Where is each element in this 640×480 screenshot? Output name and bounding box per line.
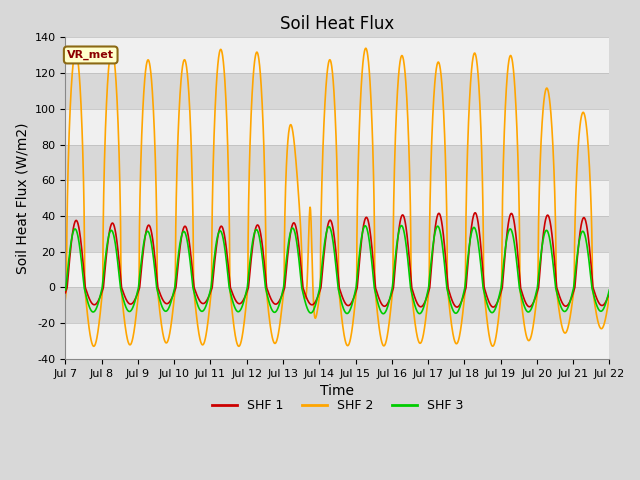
SHF 1 <box>573 260 580 266</box>
Legend: SHF 1, SHF 2, SHF 3: SHF 1, SHF 2, SHF 3 <box>207 394 468 417</box>
SHF 2 <box>353 215 361 221</box>
Text: VR_met: VR_met <box>67 50 114 60</box>
X-axis label: Time: Time <box>321 384 355 398</box>
Bar <box>65 180 609 216</box>
SHF 3 <box>380 311 387 317</box>
SHF 1 <box>365 220 372 226</box>
SHF 3 <box>496 290 504 296</box>
SHF 3 <box>213 236 221 241</box>
Bar <box>65 252 609 288</box>
SHF 2 <box>214 68 221 73</box>
SHF 1 <box>471 210 479 216</box>
SHF 2 <box>496 304 504 310</box>
Title: Soil Heat Flux: Soil Heat Flux <box>280 15 394 33</box>
SHF 1 <box>353 286 361 291</box>
Y-axis label: Soil Heat Flux (W/m2): Soil Heat Flux (W/m2) <box>15 122 29 274</box>
SHF 1 <box>558 299 566 305</box>
SHF 2 <box>573 167 580 172</box>
SHF 2 <box>90 343 98 349</box>
SHF 1 <box>61 290 69 296</box>
SHF 3 <box>365 234 372 240</box>
Line: SHF 3: SHF 3 <box>65 226 609 314</box>
SHF 1 <box>496 293 504 299</box>
Bar <box>65 37 609 73</box>
SHF 1 <box>605 290 613 296</box>
SHF 2 <box>365 68 373 74</box>
SHF 1 <box>213 239 221 244</box>
SHF 2 <box>362 46 369 51</box>
SHF 3 <box>397 223 405 228</box>
SHF 2 <box>61 296 69 302</box>
SHF 3 <box>61 287 69 293</box>
SHF 3 <box>558 306 566 312</box>
Bar <box>65 323 609 359</box>
SHF 3 <box>605 287 613 293</box>
Line: SHF 2: SHF 2 <box>65 48 609 346</box>
SHF 1 <box>453 304 461 310</box>
SHF 2 <box>605 293 613 299</box>
SHF 3 <box>573 255 580 261</box>
SHF 2 <box>558 323 566 328</box>
Bar <box>65 109 609 144</box>
Line: SHF 1: SHF 1 <box>65 213 609 307</box>
SHF 3 <box>353 276 361 282</box>
